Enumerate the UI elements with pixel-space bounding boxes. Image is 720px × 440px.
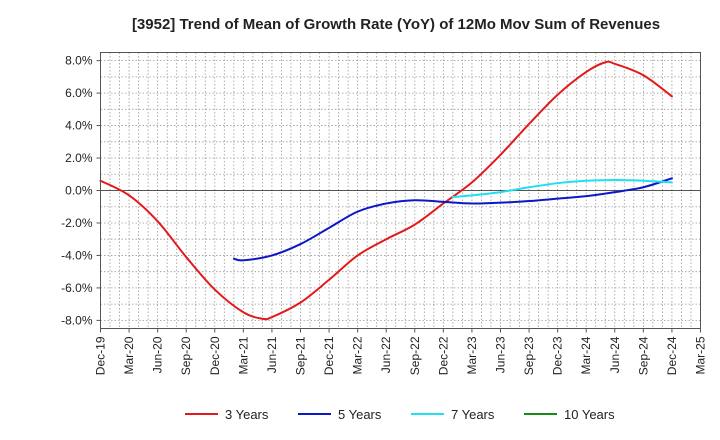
- plot-frame: [100, 52, 701, 329]
- series-lines: [99, 60, 673, 321]
- y-tick-label: 6.0%: [65, 86, 93, 100]
- x-tick-label: Dec-21: [322, 336, 336, 375]
- x-tick-label: Jun-22: [379, 336, 393, 373]
- legend-label-5-years: 5 Years: [338, 407, 382, 422]
- y-tick-label: -2.0%: [61, 216, 93, 230]
- chart-title: [3952] Trend of Mean of Growth Rate (YoY…: [132, 16, 660, 33]
- x-tick-label: Sep-20: [179, 336, 193, 375]
- y-tick-label: 2.0%: [65, 151, 93, 165]
- x-tick-label: Dec-23: [551, 336, 565, 375]
- x-tick-label: Jun-21: [265, 336, 279, 373]
- x-tick-label: Mar-20: [122, 336, 136, 374]
- x-axis: Dec-19 Mar-20 Jun-20 Sep-20 Dec-20 Mar-21 Jun-…: [94, 328, 708, 375]
- x-tick-label: Mar-25: [694, 336, 708, 374]
- x-tick-label: Mar-24: [579, 336, 593, 374]
- series-line-3-years: [99, 60, 673, 321]
- x-tick-label: Jun-24: [608, 336, 622, 373]
- x-tick-label: Mar-23: [465, 336, 479, 374]
- x-tick-label: Jun-20: [151, 336, 165, 373]
- x-tick-label: Mar-22: [351, 336, 365, 374]
- y-tick-label: 0.0%: [65, 184, 93, 198]
- x-tick-label: Sep-24: [636, 336, 650, 375]
- y-tick-label: 8.0%: [65, 54, 93, 68]
- x-tick-label: Jun-23: [494, 336, 508, 373]
- x-tick-label: Sep-23: [522, 336, 536, 375]
- x-tick-label: Dec-20: [208, 336, 222, 375]
- x-tick-label: Sep-21: [294, 336, 308, 375]
- x-tick-label: Dec-24: [665, 336, 679, 375]
- y-tick-label: -8.0%: [61, 313, 93, 327]
- legend-label-10-years: 10 Years: [564, 407, 615, 422]
- series-line-5-years: [232, 177, 673, 262]
- legend: 3 Years 5 Years 7 Years 10 Years: [185, 407, 615, 422]
- y-axis: 8.0% 6.0% 4.0% 2.0% 0.0% -2.0% -4.0% -6.0% -8.0%: [61, 54, 101, 327]
- series-line-7-years: [451, 178, 673, 198]
- x-tick-label: Dec-19: [94, 336, 108, 375]
- x-tick-label: Mar-21: [236, 336, 250, 374]
- y-tick-label: 4.0%: [65, 119, 93, 133]
- grid: [100, 52, 701, 329]
- x-tick-label: Dec-22: [436, 336, 450, 375]
- x-tick-label: Sep-22: [408, 336, 422, 375]
- legend-label-3-years: 3 Years: [225, 407, 269, 422]
- legend-label-7-years: 7 Years: [451, 407, 495, 422]
- y-tick-label: -6.0%: [61, 281, 93, 295]
- y-tick-label: -4.0%: [61, 248, 93, 262]
